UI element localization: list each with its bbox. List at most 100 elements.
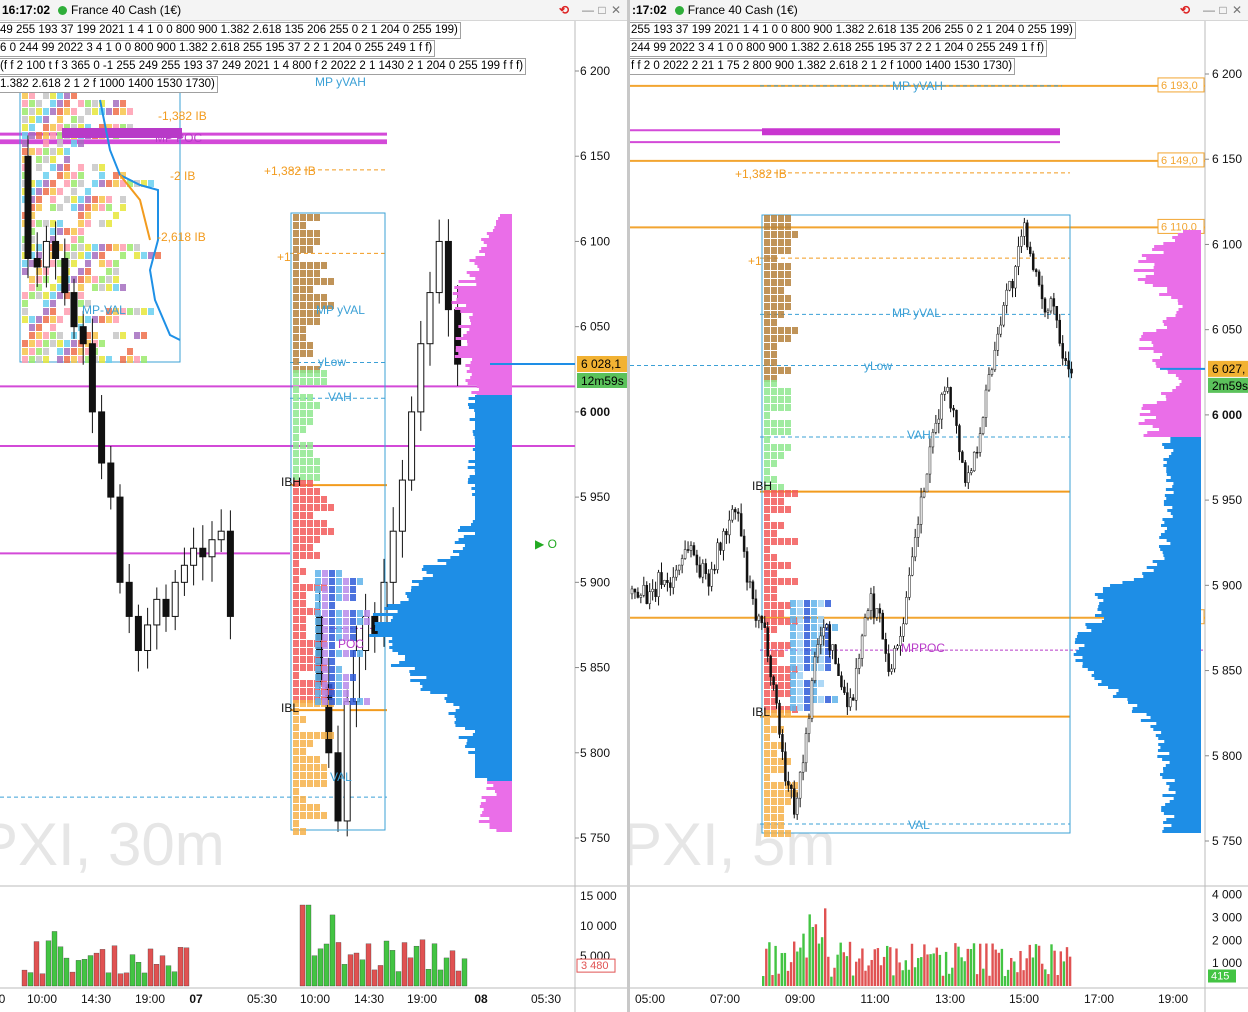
- indicator-params-2[interactable]: 6 0 244 99 2022 3 4 1 0 0 800 900 1.382 …: [0, 40, 436, 57]
- chart-pane-30m[interactable]: PXI, 30m MP yVAH -1,382 IB MP POC -2 IB -2,61…: [0, 0, 627, 1012]
- volume-profile-bar: [1168, 455, 1201, 458]
- tpo-block: [785, 367, 791, 374]
- volume-bar: [75, 960, 82, 987]
- volume-bar: [45, 940, 52, 987]
- minimize-icon[interactable]: —: [1203, 3, 1215, 17]
- tpo-block: [92, 252, 98, 259]
- indicator-params-4[interactable]: 1.382 2.618 2 1 2 f 1000 1400 1530 1730): [0, 76, 218, 93]
- tpo-block: [293, 222, 299, 229]
- tpo-block: [771, 420, 777, 427]
- indicator-params-1[interactable]: 255 193 37 199 2021 1 4 1 0 0 800 900 1.…: [630, 22, 1076, 39]
- sync-icon[interactable]: ⟲: [558, 3, 570, 17]
- tpo-block: [315, 650, 321, 657]
- maximize-icon[interactable]: □: [1219, 3, 1227, 17]
- tpo-block: [36, 316, 42, 323]
- candle: [766, 627, 769, 657]
- candle: [742, 535, 746, 552]
- close-icon[interactable]: ✕: [610, 3, 622, 17]
- candle: [854, 668, 858, 701]
- candle: [881, 612, 884, 640]
- tpo-block: [771, 830, 777, 837]
- tpo-block: [321, 812, 327, 819]
- indicator-params-3[interactable]: f f 2 0 2022 2 21 1 75 2 800 900 1.382 2…: [630, 58, 1016, 75]
- title-bar[interactable]: :17:02 France 40 Cash (1€) ⟲ — □ ✕: [630, 0, 1248, 21]
- volume-profile-bar: [1144, 281, 1201, 284]
- candle: [857, 658, 861, 669]
- indicator-params-3[interactable]: (f f 2 100 t f 3 365 0 -1 255 249 255 19…: [0, 58, 527, 75]
- volume-bar: [1062, 961, 1066, 986]
- volume-profile-bar: [1163, 812, 1201, 815]
- tpo-block: [50, 220, 56, 227]
- candle: [698, 564, 702, 578]
- candle: [784, 751, 787, 782]
- volume-profile-bar: [1162, 320, 1201, 323]
- candle: [984, 389, 988, 418]
- volume-profile-bar: [1154, 245, 1201, 248]
- tpo-block: [155, 252, 161, 259]
- tpo-block: [764, 690, 770, 697]
- tpo-block: [778, 287, 784, 294]
- title-bar[interactable]: 16:17:02 France 40 Cash (1€) ⟲ — □ ✕: [0, 0, 627, 21]
- tpo-block: [764, 602, 770, 609]
- candle: [852, 697, 855, 701]
- tpo-block: [343, 634, 349, 641]
- volume-profile-bar: [405, 655, 512, 658]
- tpo-block: [85, 260, 91, 267]
- chart-pane-5m[interactable]: PXI, 5m6 193,06 149,06 110,05 881,0MP yV…: [630, 0, 1248, 1012]
- tpo-block: [764, 490, 770, 497]
- tpo-block: [314, 402, 320, 409]
- candle: [1026, 222, 1029, 248]
- sync-icon[interactable]: ⟲: [1179, 3, 1191, 17]
- volume-bar: [861, 948, 864, 986]
- volume-bar: [165, 965, 172, 987]
- tpo-block: [22, 108, 28, 115]
- volume-tick-label: 2 000: [1212, 933, 1242, 947]
- tpo-block: [778, 295, 784, 302]
- close-icon[interactable]: ✕: [1231, 3, 1243, 17]
- tpo-block: [771, 295, 777, 302]
- minimize-icon[interactable]: —: [582, 3, 594, 17]
- tpo-block: [78, 252, 84, 259]
- instrument-name[interactable]: France 40 Cash (1€): [687, 3, 798, 17]
- volume-profile-bar: [489, 826, 512, 829]
- volume-bar: [129, 954, 136, 987]
- volume-bar: [985, 943, 988, 986]
- tpo-block: [293, 370, 299, 377]
- chart-canvas-5m[interactable]: PXI, 5m6 193,06 149,06 110,05 881,0MP yV…: [630, 0, 1248, 1012]
- volume-profile-bar: [1176, 311, 1201, 314]
- candle: [757, 615, 761, 621]
- candle: [689, 545, 693, 551]
- volume-profile-bar: [1175, 374, 1201, 377]
- tpo-block: [36, 148, 42, 155]
- volume-profile-bar: [493, 784, 512, 787]
- tpo-block: [764, 774, 770, 781]
- tpo-block: [778, 223, 784, 230]
- tpo-block: [771, 650, 777, 657]
- tpo-block: [113, 244, 119, 251]
- pane-divider[interactable]: [627, 0, 630, 1012]
- candle: [810, 680, 814, 719]
- tpo-block: [113, 308, 119, 315]
- tpo-block: [307, 732, 313, 739]
- tpo-block: [804, 704, 810, 711]
- tpo-block: [778, 231, 784, 238]
- volume-profile-bar: [1146, 566, 1201, 569]
- tpo-block: [315, 674, 321, 681]
- volume-profile-bar: [426, 676, 512, 679]
- tpo-block: [336, 650, 342, 657]
- tpo-block: [293, 632, 299, 639]
- tpo-block: [350, 650, 356, 657]
- tpo-block: [785, 790, 791, 797]
- maximize-icon[interactable]: □: [598, 3, 606, 17]
- tpo-block: [771, 618, 777, 625]
- indicator-params-2[interactable]: 244 99 2022 3 4 1 0 0 800 900 1.382 2.61…: [630, 40, 1048, 57]
- tpo-block: [771, 666, 777, 673]
- instrument-name[interactable]: France 40 Cash (1€): [71, 3, 182, 17]
- volume-value-tag: [576, 958, 616, 973]
- tpo-block: [785, 271, 791, 278]
- volume-profile-bar: [463, 334, 512, 337]
- tpo-block: [50, 196, 56, 203]
- indicator-params-1[interactable]: 49 255 193 37 199 2021 1 4 1 0 0 800 900…: [0, 22, 461, 39]
- tpo-block: [300, 700, 306, 707]
